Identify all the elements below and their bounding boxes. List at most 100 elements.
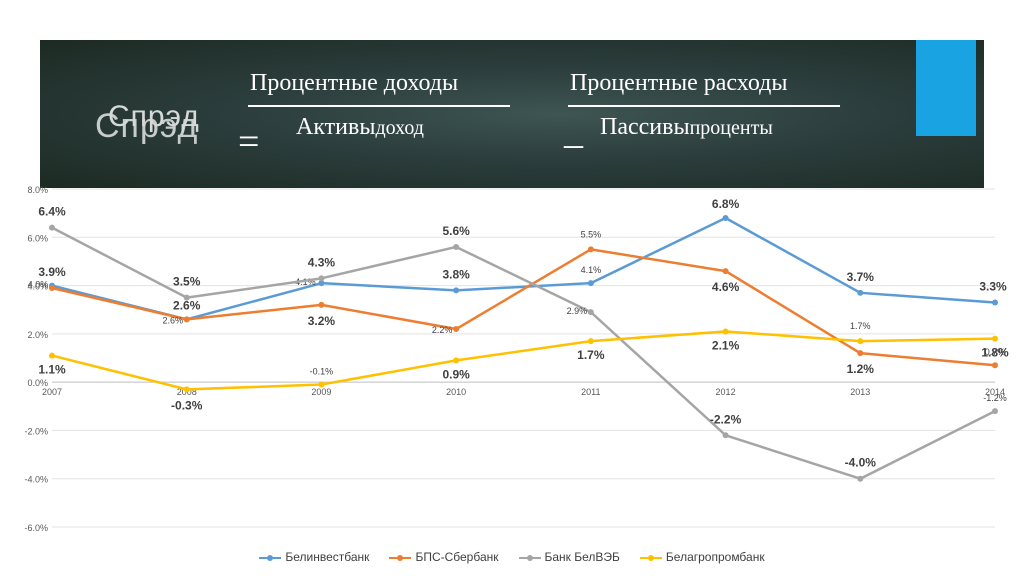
data-label: 2.6% (162, 315, 183, 325)
data-point (318, 301, 325, 308)
data-label: 0.7% (985, 347, 1006, 357)
data-point (992, 408, 998, 415)
data-label: 2.6% (173, 298, 201, 312)
data-point (587, 246, 594, 253)
data-point (992, 362, 998, 369)
data-point (587, 309, 594, 316)
spread-label: Спрэд (108, 100, 200, 133)
y-tick-label: -4.0% (24, 475, 48, 485)
data-point (318, 381, 325, 388)
data-point (453, 287, 460, 294)
data-label: 4.1% (581, 265, 602, 275)
equals-sign: = (238, 121, 260, 163)
data-point (453, 243, 460, 250)
data-point (992, 335, 998, 342)
legend-item: Банк БелВЭБ (518, 550, 620, 564)
data-point (318, 280, 325, 287)
data-label: -0.1% (310, 367, 334, 377)
x-tick-label: 2013 (850, 387, 870, 397)
data-point (453, 357, 460, 364)
legend-swatch (259, 554, 282, 561)
y-tick-label: 4.0% (27, 282, 48, 292)
minus-sign: – (564, 123, 583, 165)
data-label: 3.3% (979, 279, 1007, 293)
data-point (722, 432, 729, 439)
x-tick-label: 2014 (985, 387, 1005, 397)
data-label: 1.7% (850, 321, 871, 331)
data-label: -2.2% (710, 412, 742, 426)
spread-label-shadow: Спрэд (95, 107, 199, 145)
y-tick-label: 8.0% (27, 185, 48, 195)
chart-legend: Белинвестбанк БПС-Сбербанк Банк БелВЭБ Бела… (0, 550, 1024, 564)
legend-label: Белинвестбанк (285, 550, 370, 564)
data-point (722, 268, 729, 275)
data-label: -1.2% (983, 393, 1007, 403)
data-label: 1.2% (847, 362, 875, 376)
data-point (49, 284, 55, 291)
data-label: 5.5% (581, 229, 602, 239)
data-point (183, 294, 190, 301)
x-tick-label: 2009 (311, 387, 331, 397)
data-label: -4.0% (845, 456, 877, 470)
fraction2-line (568, 105, 840, 107)
legend-label: Белагропромбанк (665, 550, 765, 564)
data-point (857, 338, 864, 345)
data-label: 3.5% (173, 275, 201, 289)
data-label: 4.3% (308, 255, 336, 269)
data-label: 4.0% (28, 280, 49, 290)
data-label: 6.4% (38, 205, 66, 219)
legend-swatch (518, 554, 541, 561)
series-line (51, 226, 996, 480)
data-point (183, 316, 190, 323)
data-point (992, 299, 998, 306)
data-label: 6.8% (712, 197, 740, 211)
data-point (453, 326, 460, 333)
data-point (857, 475, 864, 482)
series-line (51, 330, 996, 391)
y-tick-label: 6.0% (27, 233, 48, 243)
data-point (857, 350, 864, 357)
legend-label: БПС-Сбербанк (415, 550, 499, 564)
data-label: 5.6% (442, 224, 470, 238)
legend-swatch (639, 554, 662, 561)
fraction1-line (248, 105, 510, 107)
legend-swatch (389, 554, 412, 561)
data-label: 1.8% (981, 346, 1009, 360)
y-tick-label: 2.0% (27, 330, 48, 340)
x-tick-label: 2007 (42, 387, 62, 397)
x-tick-label: 2012 (716, 387, 736, 397)
data-point (722, 328, 729, 335)
data-label: 1.1% (38, 363, 66, 377)
data-label: 2.2% (432, 325, 453, 335)
data-point (49, 352, 55, 359)
fraction1-denominator: Активыдоход (296, 114, 424, 140)
data-point (183, 386, 190, 393)
data-point (857, 289, 864, 296)
x-tick-label: 2011 (581, 387, 600, 397)
data-label: 0.9% (442, 367, 470, 381)
data-point (587, 280, 594, 287)
y-tick-label: 0.0% (27, 378, 48, 388)
data-label: 3.7% (847, 270, 875, 284)
series-line (51, 216, 996, 321)
formula-banner: Спрэд Спрэд = Процентные доходы Активыдо… (40, 40, 984, 188)
legend-item: БПС-Сбербанк (389, 550, 499, 564)
fraction2-denominator: Пассивыпроценты (600, 114, 773, 140)
fraction2-numerator: Процентные расходы (570, 70, 788, 96)
data-point (722, 214, 729, 221)
legend-label: Банк БелВЭБ (544, 550, 620, 564)
y-tick-label: -6.0% (24, 523, 48, 533)
data-label: 1.7% (577, 348, 605, 362)
y-tick-label: -2.0% (24, 426, 48, 436)
x-tick-label: 2010 (446, 387, 466, 397)
data-label: 3.8% (442, 267, 470, 281)
data-label: 3.2% (308, 314, 336, 328)
accent-rectangle (916, 40, 976, 136)
legend-item: Белинвестбанк (259, 550, 369, 564)
data-label: 3.9% (38, 265, 66, 279)
data-point (318, 275, 325, 282)
legend-item: Белагропромбанк (639, 550, 765, 564)
data-label: 4.6% (712, 280, 740, 294)
data-label: -0.3% (171, 398, 203, 412)
fraction1-numerator: Процентные доходы (250, 70, 459, 96)
